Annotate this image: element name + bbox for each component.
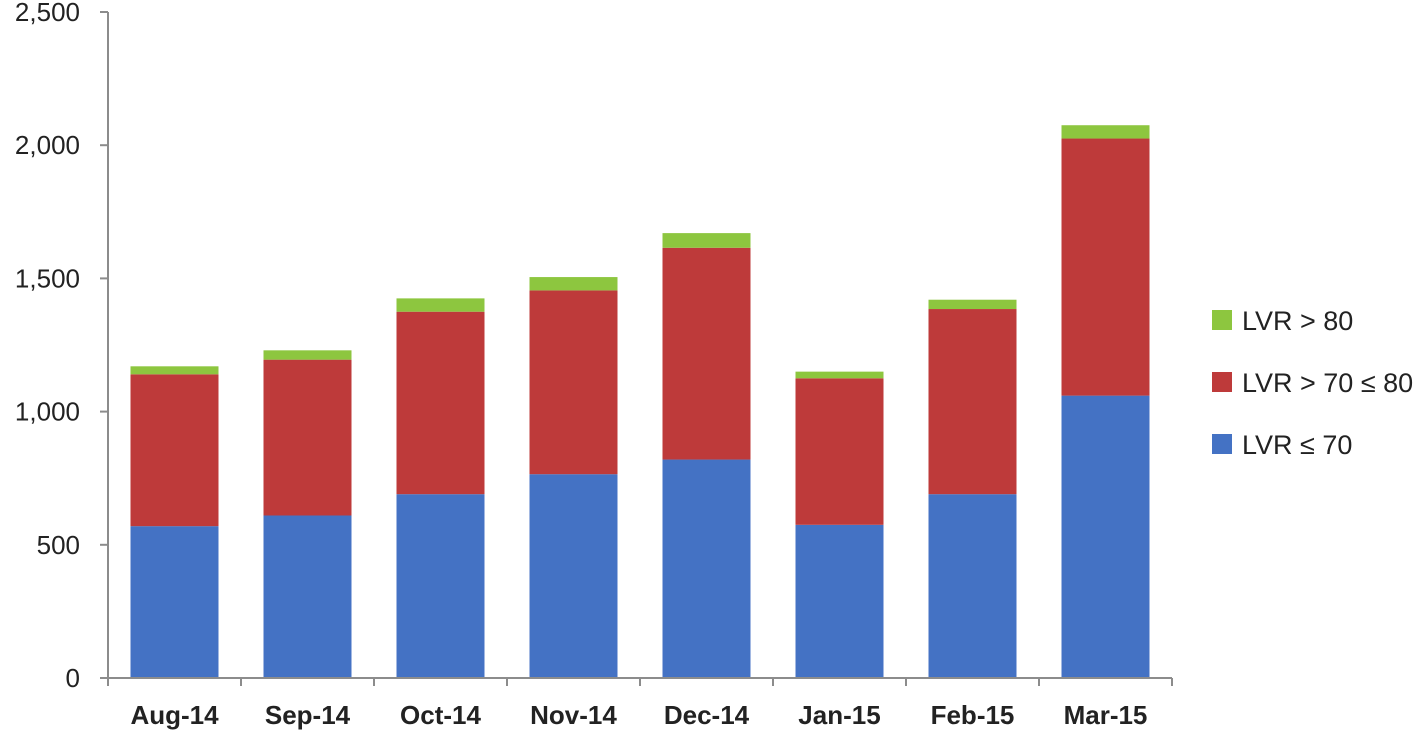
y-tick-label: 1,500 [15, 263, 80, 293]
legend-label: LVR > 80 [1242, 306, 1353, 336]
x-tick-label: Sep-14 [265, 700, 351, 730]
y-axis: 0 500 1,000 1,500 2,000 2,500 [15, 0, 109, 693]
bar-segment [396, 311, 485, 495]
bar-segment [928, 494, 1017, 678]
x-tick-label: Jan-15 [798, 700, 880, 730]
bar-segment [263, 515, 352, 678]
x-tick-label: Aug-14 [130, 700, 219, 730]
x-tick-label: Dec-14 [664, 700, 750, 730]
x-tick-label: Feb-15 [931, 700, 1015, 730]
x-tick-label: Oct-14 [400, 700, 481, 730]
bars [130, 125, 1150, 678]
bar-segment [396, 298, 485, 312]
legend-label: LVR > 70 ≤ 80 [1242, 368, 1413, 398]
bar-segment [1061, 138, 1150, 396]
bar-segment [263, 350, 352, 360]
bar-segment [130, 374, 219, 527]
y-tick-label: 2,500 [15, 0, 80, 27]
bar-segment [795, 524, 884, 678]
bar-segment [1061, 395, 1150, 678]
bar-segment [529, 277, 618, 291]
bar-segment [529, 290, 618, 475]
bar-segment [263, 359, 352, 516]
y-tick-label: 500 [37, 530, 80, 560]
bar-segment [795, 378, 884, 525]
bar-segment [928, 299, 1017, 310]
legend-swatch [1212, 372, 1232, 392]
legend-label: LVR ≤ 70 [1242, 430, 1352, 460]
legend-swatch [1212, 434, 1232, 454]
legend-swatch [1212, 310, 1232, 330]
y-tick-label: 1,000 [15, 397, 80, 427]
bar-segment [795, 371, 884, 379]
y-tick-label: 2,000 [15, 130, 80, 160]
x-tick-label: Mar-15 [1064, 700, 1148, 730]
bar-segment [1061, 125, 1150, 139]
bar-segment [662, 459, 751, 678]
bar-segment [130, 366, 219, 375]
bar-segment [396, 494, 485, 678]
y-tick-label: 0 [66, 663, 80, 693]
bar-segment [662, 247, 751, 460]
legend: LVR > 80 LVR > 70 ≤ 80 LVR ≤ 70 [1212, 306, 1413, 460]
bar-segment [928, 309, 1017, 495]
x-axis: Aug-14 Sep-14 Oct-14 Nov-14 Dec-14 Jan-15 Feb-… [107, 677, 1173, 730]
x-tick-label: Nov-14 [530, 700, 617, 730]
bar-segment [130, 526, 219, 678]
bar-segment [662, 233, 751, 248]
bar-segment [529, 474, 618, 678]
